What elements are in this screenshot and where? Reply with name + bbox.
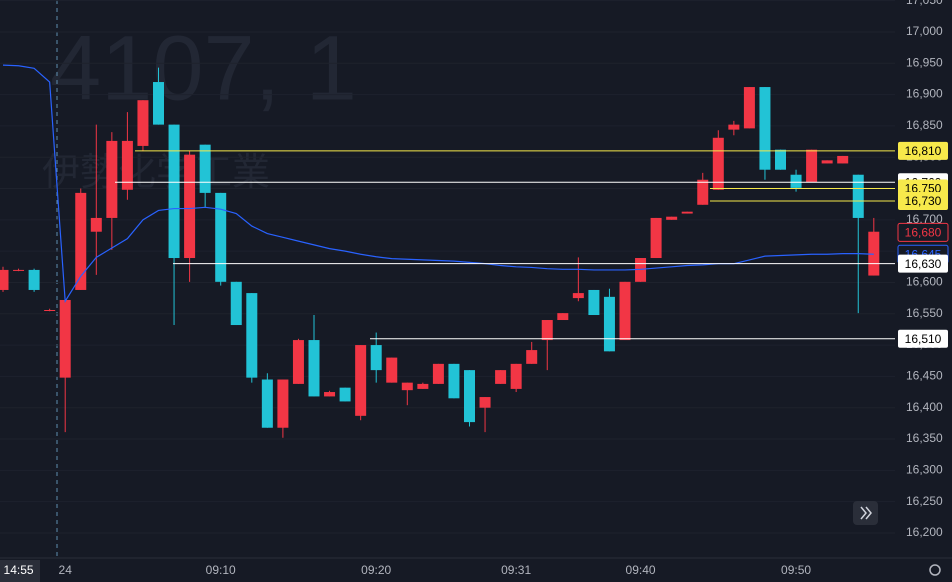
candle-body — [759, 87, 771, 170]
candle-body — [137, 100, 149, 146]
y-tick-label: 16,350 — [906, 431, 943, 445]
candle-body — [603, 296, 615, 352]
candle-body — [837, 155, 849, 164]
candle-body — [635, 258, 647, 282]
candle-body — [464, 370, 475, 423]
candle-body — [541, 320, 553, 341]
candle-body — [292, 340, 304, 384]
price-label: 16,680 — [905, 226, 942, 240]
candle-body — [59, 299, 71, 378]
candle-body — [230, 281, 242, 326]
x-tick-label: 14:55 — [4, 563, 34, 577]
candle-body — [90, 217, 102, 232]
price-label: 16,630 — [905, 257, 942, 271]
y-tick-label: 16,850 — [906, 118, 943, 132]
candle-body — [261, 379, 273, 428]
candle-body — [184, 154, 196, 259]
y-tick-label: 16,550 — [906, 306, 943, 320]
candle-body — [417, 383, 429, 389]
y-tick-label: 16,250 — [906, 494, 943, 508]
price-label-box — [898, 141, 948, 160]
candle-body — [121, 140, 133, 190]
candle-body — [666, 216, 678, 220]
x-tick-label: 24 — [59, 563, 73, 577]
candle-body — [557, 313, 569, 321]
candle-body — [526, 350, 538, 364]
y-tick-label: 16,400 — [906, 400, 943, 414]
y-tick-label: 16,200 — [906, 525, 943, 539]
candle-body — [650, 217, 662, 259]
candle-body — [495, 370, 507, 384]
watermark-name: 伊勢化学工業 — [42, 152, 270, 194]
candle-body — [619, 281, 631, 341]
candle-body — [775, 149, 786, 170]
crosshair-time-box — [0, 560, 40, 582]
x-tick-label: 09:20 — [361, 563, 391, 577]
candle-body — [697, 179, 709, 205]
candle-body — [28, 269, 40, 290]
candle-body — [448, 363, 460, 399]
candle-body — [821, 160, 833, 164]
settings-button[interactable] — [929, 564, 941, 576]
watermark: 4107, 1 — [50, 17, 357, 119]
candle-body — [806, 149, 818, 183]
candle-body — [370, 345, 382, 371]
price-label-box — [897, 222, 949, 242]
price-label-box — [898, 254, 948, 273]
candle-body — [324, 392, 336, 397]
candle-body — [277, 379, 289, 428]
price-label: 16,510 — [905, 332, 942, 346]
candle-body — [401, 382, 413, 391]
y-tick-label: 16,700 — [906, 212, 943, 226]
y-tick-label: 16,300 — [906, 462, 943, 476]
y-tick-label: 16,950 — [906, 55, 943, 69]
y-tick-label: 16,900 — [906, 87, 943, 101]
candle-body — [339, 387, 351, 402]
candle-body — [0, 269, 9, 290]
price-label-box — [898, 192, 948, 211]
y-tick-label: 17,000 — [906, 24, 943, 38]
candle-body — [728, 124, 740, 130]
y-tick-label: 16,450 — [906, 369, 943, 383]
candle-body — [168, 124, 180, 259]
y-tick-label: 16,600 — [906, 275, 943, 289]
price-label: 16,810 — [905, 144, 942, 158]
candle-body — [308, 340, 320, 397]
candle-body — [75, 192, 87, 290]
candle-body — [790, 174, 802, 188]
candle-body — [386, 357, 398, 383]
candle-body — [681, 211, 693, 214]
candle-body — [572, 293, 584, 299]
candle-body — [432, 363, 444, 384]
candle-body — [215, 192, 227, 282]
candle-body — [743, 87, 755, 129]
scroll-icon — [860, 506, 872, 520]
price-label: 16,730 — [905, 194, 942, 208]
candle-body — [199, 144, 211, 193]
candle-body — [588, 289, 600, 316]
price-label-box — [898, 329, 948, 348]
candle-body — [355, 345, 367, 416]
y-tick-label: 17,050 — [906, 0, 943, 7]
candle-body — [479, 397, 491, 408]
x-tick-label: 09:10 — [206, 563, 236, 577]
x-tick-label: 09:50 — [781, 563, 811, 577]
candle-body — [13, 269, 25, 271]
candle-body — [153, 82, 164, 125]
candle-body — [44, 310, 56, 311]
candle-body — [868, 231, 880, 276]
candle-body — [106, 140, 118, 218]
candle-body — [852, 174, 864, 218]
candle-body — [246, 293, 258, 378]
candle-body — [712, 137, 724, 190]
x-tick-label: 09:40 — [626, 563, 656, 577]
candle-body — [510, 363, 522, 389]
x-tick-label: 09:31 — [501, 563, 531, 577]
